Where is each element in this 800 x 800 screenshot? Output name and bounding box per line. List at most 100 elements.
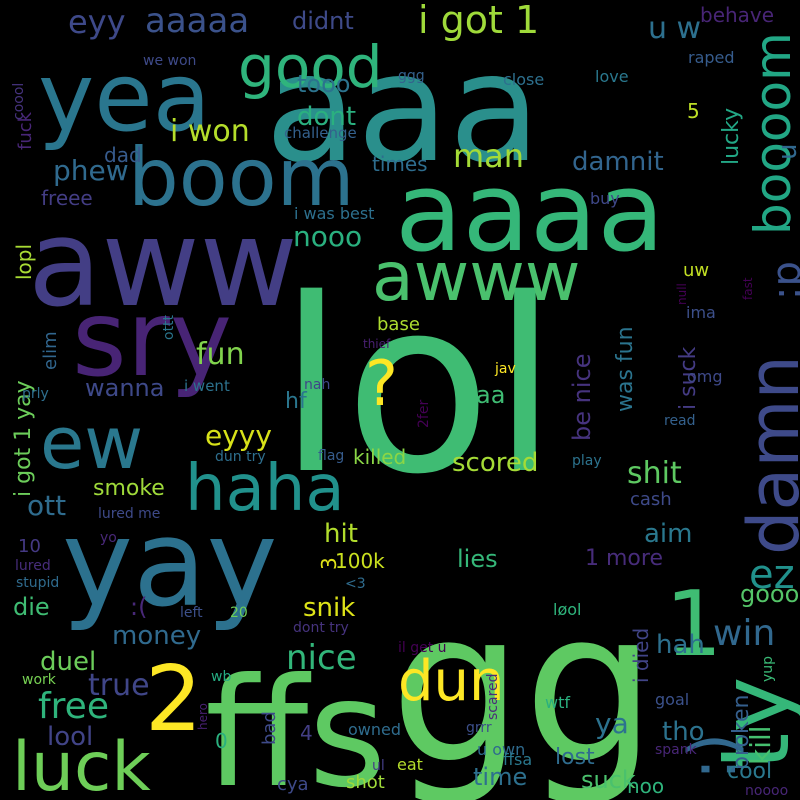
cloud-word: good — [238, 33, 383, 101]
cloud-word: times — [372, 152, 428, 176]
cloud-word: lol — [278, 247, 558, 527]
cloud-word: lucky — [719, 108, 744, 165]
cloud-word: close — [503, 70, 544, 89]
cloud-word: killed — [353, 445, 406, 469]
cloud-word: raped — [688, 48, 735, 67]
cloud-word: hah — [656, 630, 705, 660]
cloud-word: ez — [749, 552, 795, 598]
cloud-word: :( — [130, 593, 147, 621]
cloud-word: i got 1 — [418, 0, 539, 42]
cloud-word: <3 — [345, 576, 366, 592]
cloud-word: i got 1 yay — [11, 380, 36, 497]
cloud-word: we won — [143, 53, 196, 69]
cloud-word: grrr — [466, 720, 492, 736]
cloud-word: ya — [595, 707, 629, 740]
cloud-word: haha — [185, 452, 345, 526]
cloud-word: 4 — [300, 721, 313, 745]
cloud-word: luck — [12, 728, 151, 800]
cloud-word: goal — [655, 690, 689, 709]
cloud-word: ul — [372, 758, 385, 774]
cloud-word: il get u — [398, 640, 447, 656]
cloud-word: aa — [476, 381, 505, 409]
cloud-word: duel — [40, 647, 96, 677]
cloud-word: left — [180, 605, 203, 621]
cloud-word: ffs — [205, 647, 387, 800]
cloud-word: dun — [398, 649, 505, 714]
cloud-word: buy — [590, 189, 620, 208]
cloud-word: wtf — [545, 693, 570, 712]
cloud-word: snik — [303, 593, 355, 623]
cloud-word: :p — [764, 261, 800, 300]
cloud-word: ott — [27, 489, 66, 522]
cloud-word: 2 — [145, 647, 202, 752]
cloud-word: 5 — [687, 99, 700, 123]
cloud-word: true — [88, 668, 150, 703]
cloud-word: tho — [662, 717, 705, 747]
cloud-word: 10 — [18, 536, 41, 557]
cloud-word: i won — [170, 114, 250, 149]
cloud-word: cya — [277, 774, 309, 795]
cloud-word: ima — [686, 303, 716, 322]
cloud-word: prly — [22, 386, 49, 402]
cloud-word: jav — [494, 361, 516, 377]
cloud-word: scared — [485, 673, 501, 720]
cloud-word: løol — [553, 600, 581, 619]
cloud-word: goood — [740, 580, 800, 608]
cloud-word: dont — [297, 102, 356, 132]
cloud-word: aim — [644, 519, 692, 549]
cloud-word: hero — [196, 703, 210, 730]
cloud-word: shit — [627, 456, 682, 491]
cloud-word: ew — [40, 401, 143, 485]
cloud-word: yea — [38, 43, 211, 153]
cloud-word: challenge — [284, 124, 357, 142]
cloud-word: money — [112, 621, 201, 651]
cloud-word: lost — [555, 745, 595, 770]
cloud-word: owned — [348, 720, 401, 739]
cloud-word: work — [22, 672, 57, 688]
cloud-word: i was best — [294, 204, 374, 223]
cloud-word: null — [675, 283, 689, 305]
cloud-word: base — [377, 314, 420, 335]
cloud-word: be nice — [568, 354, 596, 441]
cloud-word: 3 — [317, 557, 341, 570]
cloud-word: play — [572, 453, 602, 469]
cloud-word: yo — [100, 530, 117, 546]
cloud-word: u w — [648, 11, 701, 46]
cloud-word: nooo — [293, 220, 362, 253]
cloud-word: man — [453, 137, 524, 175]
cloud-word: cool — [727, 759, 772, 784]
cloud-word: 1 — [665, 572, 722, 677]
cloud-word: lies — [457, 545, 498, 573]
cloud-word: hit — [324, 519, 358, 549]
cloud-word: free — [38, 686, 109, 727]
cloud-word: scored — [452, 448, 538, 478]
cloud-word: ? — [365, 347, 398, 420]
cloud-word: spank — [655, 742, 698, 758]
cloud-word: yup — [760, 656, 776, 682]
cloud-word: win — [713, 613, 775, 654]
cloud-word: 2fer — [416, 400, 432, 428]
cloud-word: lool — [47, 722, 93, 752]
cloud-word: i went — [184, 377, 230, 395]
cloud-word: damnit — [572, 147, 664, 177]
cloud-word: dad — [104, 143, 142, 167]
cloud-word: kill — [744, 725, 777, 765]
cloud-word: nice — [286, 638, 357, 678]
cloud-word: omg — [687, 367, 723, 386]
cloud-word: awww — [372, 238, 581, 317]
cloud-word: i died — [629, 628, 653, 683]
cloud-word: ggg — [398, 68, 425, 84]
cloud-word: noo — [627, 774, 664, 798]
cloud-word: shot — [346, 772, 385, 793]
cloud-word: smoke — [93, 476, 165, 501]
cloud-word: fun — [196, 337, 245, 372]
cloud-word: lured — [15, 558, 51, 574]
cloud-word: sry — [72, 278, 232, 400]
cloud-word: tooo — [297, 70, 350, 98]
cloud-word: bad — [259, 711, 280, 745]
cloud-word: time — [473, 763, 527, 791]
cloud-word: freee — [41, 186, 93, 210]
cloud-word: cash — [630, 489, 672, 510]
